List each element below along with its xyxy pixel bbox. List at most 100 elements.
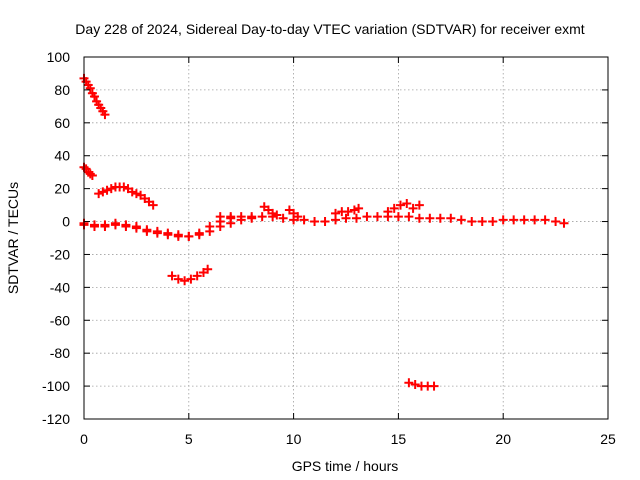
- series-6: [167, 264, 213, 286]
- series-9: [404, 378, 439, 391]
- data-point: [310, 217, 320, 227]
- data-point: [414, 200, 424, 210]
- data-point: [341, 213, 351, 223]
- data-point: [184, 231, 194, 241]
- axis-ticks: 100 80 60 40 20 0 -20 -40 -60 -80 -100 -120 0 5 10 15 20…: [42, 49, 616, 447]
- data-point: [121, 220, 131, 230]
- data-point: [404, 212, 414, 222]
- y-tick-label: 20: [54, 181, 70, 197]
- data-point: [236, 212, 246, 222]
- y-tick-label: -100: [42, 378, 70, 394]
- data-point: [519, 215, 529, 225]
- data-point: [100, 110, 110, 120]
- data-point: [488, 217, 498, 227]
- data-point: [299, 215, 309, 225]
- data-point: [389, 203, 399, 213]
- data-point: [404, 378, 414, 388]
- plot-frame: [83, 56, 609, 420]
- y-tick-label: -80: [50, 345, 70, 361]
- data-point: [247, 212, 257, 222]
- data-point: [477, 217, 487, 227]
- y-tick-label: -40: [50, 279, 70, 295]
- data-point: [226, 212, 236, 222]
- data-point: [85, 83, 95, 93]
- data-point: [192, 271, 202, 281]
- data-point: [163, 228, 173, 238]
- data-point: [215, 212, 225, 222]
- data-point: [540, 215, 550, 225]
- x-tick-label: 25: [600, 431, 616, 447]
- series-7: [215, 212, 445, 227]
- data-point: [410, 379, 420, 389]
- data-point: [343, 207, 353, 217]
- data-point: [393, 212, 403, 222]
- y-tick-label: -60: [50, 312, 70, 328]
- data-point: [203, 264, 213, 274]
- data-point: [293, 212, 303, 222]
- data-point: [152, 226, 162, 236]
- y-tick-label: 80: [54, 82, 70, 98]
- data-point: [395, 200, 405, 210]
- y-tick-label: 40: [54, 148, 70, 164]
- data-point: [435, 213, 445, 223]
- series-10: [446, 213, 569, 228]
- data-point: [383, 207, 393, 217]
- data-point: [354, 203, 364, 213]
- data-point: [186, 274, 196, 284]
- series-8: [259, 198, 424, 222]
- data-point: [414, 213, 424, 223]
- y-tick-label: 100: [47, 49, 71, 65]
- x-tick-label: 15: [391, 431, 407, 447]
- data-point: [173, 274, 183, 284]
- x-tick-label: 10: [286, 431, 302, 447]
- x-tick-label: 5: [185, 431, 193, 447]
- data-point: [142, 225, 152, 235]
- series-3: [94, 182, 158, 210]
- y-tick-label: -120: [42, 411, 70, 427]
- data-point: [498, 215, 508, 225]
- y-axis-label: SDTVAR / TECUs: [5, 182, 21, 294]
- data-point: [467, 217, 477, 227]
- data-point: [257, 212, 267, 222]
- data-point: [278, 213, 288, 223]
- data-point: [530, 215, 540, 225]
- data-point: [89, 91, 99, 101]
- data-point: [320, 217, 330, 227]
- data-point: [89, 221, 99, 231]
- data-point: [194, 230, 204, 240]
- series-1: [79, 73, 110, 120]
- data-point: [446, 213, 456, 223]
- data-point: [559, 218, 569, 228]
- y-tick-label: 0: [62, 214, 70, 230]
- data-points: [79, 73, 569, 391]
- data-point: [272, 210, 282, 220]
- data-point: [456, 215, 466, 225]
- data-point: [429, 381, 439, 391]
- data-point: [551, 217, 561, 227]
- data-point: [173, 230, 183, 240]
- data-point: [205, 226, 215, 236]
- data-point: [425, 213, 435, 223]
- data-point: [215, 221, 225, 231]
- grid: [84, 57, 608, 419]
- y-tick-label: 60: [54, 115, 70, 131]
- x-tick-label: 0: [80, 431, 88, 447]
- data-point: [100, 220, 110, 230]
- data-point: [167, 271, 177, 281]
- data-point: [110, 218, 120, 228]
- data-point: [362, 212, 372, 222]
- x-tick-label: 20: [495, 431, 511, 447]
- data-point: [131, 221, 141, 231]
- data-point: [408, 203, 418, 213]
- data-point: [331, 208, 341, 218]
- chart-title: Day 228 of 2024, Sidereal Day-to-day VTE…: [75, 21, 584, 37]
- data-point: [180, 276, 190, 286]
- data-point: [351, 213, 361, 223]
- y-tick-label: -20: [50, 246, 70, 262]
- data-point: [87, 170, 97, 180]
- data-point: [372, 212, 382, 222]
- data-point: [148, 200, 158, 210]
- data-point: [402, 198, 412, 208]
